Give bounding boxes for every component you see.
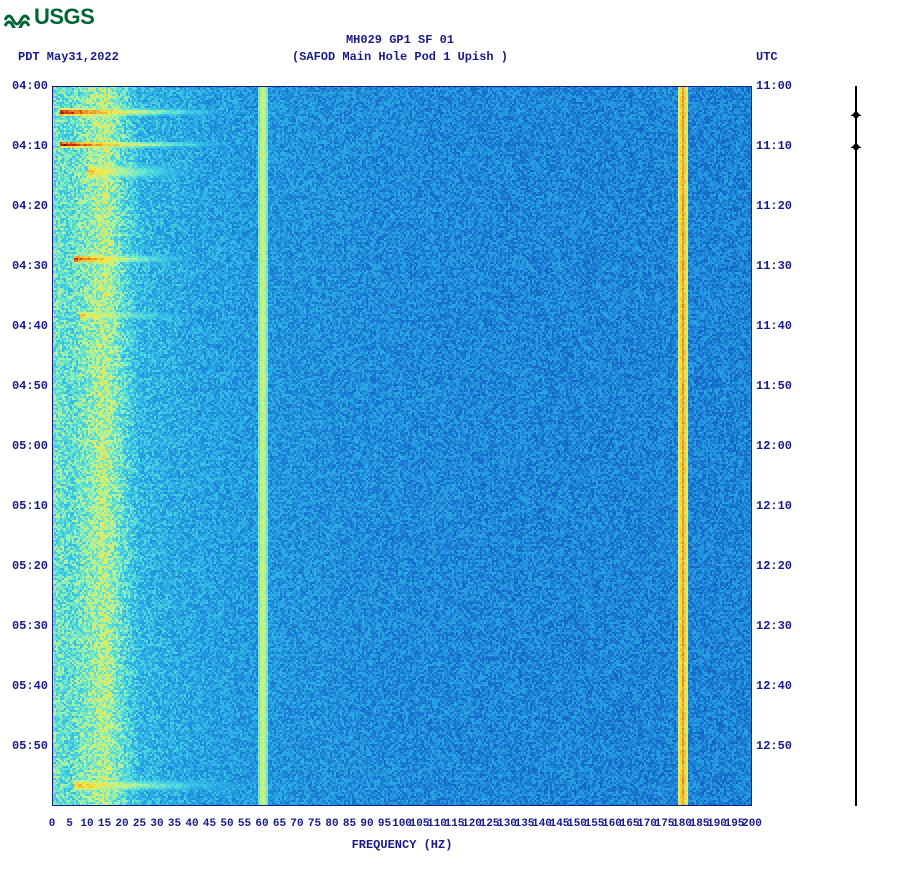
- x-tick: 40: [185, 818, 198, 830]
- x-tick: 80: [325, 818, 338, 830]
- y-tick-right: 12:40: [756, 679, 792, 693]
- y-tick-right: 11:50: [756, 379, 792, 393]
- chart-titles: MH029 GP1 SF 01 (SAFOD Main Hole Pod 1 U…: [0, 32, 800, 66]
- usgs-wave-icon: [4, 6, 30, 28]
- y-tick-right: 12:20: [756, 559, 792, 573]
- usgs-text: USGS: [34, 4, 94, 30]
- y-tick-right: 12:10: [756, 499, 792, 513]
- x-tick: 45: [203, 818, 216, 830]
- title-line-2: (SAFOD Main Hole Pod 1 Upish ): [0, 49, 800, 66]
- y-tick-left: 05:30: [0, 619, 48, 633]
- y-axis-right: 11:0011:1011:2011:3011:4011:5012:0012:10…: [752, 86, 812, 806]
- y-tick-left: 05:50: [0, 739, 48, 753]
- x-tick: 50: [220, 818, 233, 830]
- y-tick-right: 12:30: [756, 619, 792, 633]
- y-tick-left: 05:20: [0, 559, 48, 573]
- spectrogram-canvas: [52, 86, 752, 806]
- amplitude-scale-bar: [855, 86, 857, 806]
- x-tick: 25: [133, 818, 146, 830]
- pdt-date-label: PDT May31,2022: [18, 50, 119, 64]
- x-tick: 70: [290, 818, 303, 830]
- y-tick-right: 11:40: [756, 319, 792, 333]
- page-root: USGS MH029 GP1 SF 01 (SAFOD Main Hole Po…: [0, 0, 902, 892]
- y-tick-left: 04:10: [0, 139, 48, 153]
- y-tick-right: 12:00: [756, 439, 792, 453]
- x-tick: 15: [98, 818, 111, 830]
- y-tick-left: 04:00: [0, 79, 48, 93]
- x-tick: 90: [360, 818, 373, 830]
- x-tick: 20: [115, 818, 128, 830]
- x-axis-frequency: 0510152025303540455055606570758085909510…: [52, 806, 752, 836]
- x-tick: 30: [150, 818, 163, 830]
- x-tick: 75: [308, 818, 321, 830]
- y-tick-left: 04:40: [0, 319, 48, 333]
- x-tick: 85: [343, 818, 356, 830]
- x-axis-label: FREQUENCY (HZ): [52, 838, 752, 852]
- x-tick: 60: [255, 818, 268, 830]
- x-tick: 200: [742, 818, 762, 830]
- event-marker-icon: [851, 147, 861, 148]
- y-tick-right: 11:10: [756, 139, 792, 153]
- y-tick-left: 04:30: [0, 259, 48, 273]
- y-tick-right: 11:30: [756, 259, 792, 273]
- spectrogram-plot: [52, 86, 752, 806]
- utc-label: UTC: [756, 50, 778, 64]
- y-tick-right: 12:50: [756, 739, 792, 753]
- y-axis-left: 04:0004:1004:2004:3004:4004:5005:0005:10…: [0, 86, 52, 806]
- y-tick-left: 04:20: [0, 199, 48, 213]
- x-tick: 35: [168, 818, 181, 830]
- event-marker-icon: [851, 115, 861, 116]
- y-tick-left: 04:50: [0, 379, 48, 393]
- x-tick: 55: [238, 818, 251, 830]
- y-tick-left: 05:40: [0, 679, 48, 693]
- y-tick-left: 05:00: [0, 439, 48, 453]
- title-line-1: MH029 GP1 SF 01: [0, 32, 800, 49]
- x-tick: 65: [273, 818, 286, 830]
- x-tick: 95: [378, 818, 391, 830]
- x-tick: 10: [80, 818, 93, 830]
- x-tick: 0: [49, 818, 56, 830]
- x-tick: 5: [66, 818, 73, 830]
- y-tick-right: 11:20: [756, 199, 792, 213]
- y-tick-left: 05:10: [0, 499, 48, 513]
- y-tick-right: 11:00: [756, 79, 792, 93]
- usgs-logo: USGS: [4, 4, 94, 30]
